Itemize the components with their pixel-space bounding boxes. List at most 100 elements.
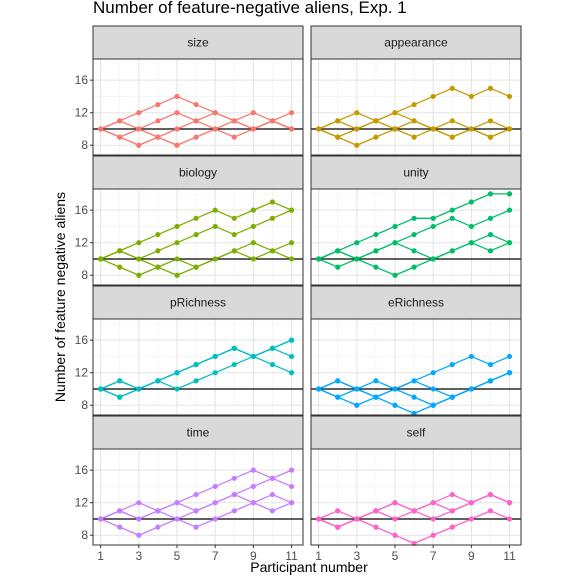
y-tick-label: 8 (81, 268, 88, 282)
data-point (213, 354, 218, 359)
data-point (117, 378, 122, 383)
data-point (354, 516, 359, 521)
data-point (392, 126, 397, 131)
data-point (373, 525, 378, 530)
data-point (335, 378, 340, 383)
data-point (289, 484, 294, 489)
facet-strip-label: eRichness (388, 296, 444, 310)
data-point (251, 240, 256, 245)
data-point (98, 126, 103, 131)
data-point (193, 508, 198, 513)
data-point (232, 216, 237, 221)
data-point (411, 378, 416, 383)
x-tick-label: 1 (97, 549, 104, 563)
data-point (507, 208, 512, 213)
data-point (174, 94, 179, 99)
data-point (155, 508, 160, 513)
panel-background (93, 319, 303, 415)
data-point (213, 256, 218, 261)
data-point (136, 143, 141, 148)
data-point (136, 273, 141, 278)
data-point (155, 378, 160, 383)
data-point (174, 224, 179, 229)
data-point (213, 500, 218, 505)
data-point (270, 362, 275, 367)
data-point (270, 118, 275, 123)
data-point (373, 508, 378, 513)
y-tick-label: 8 (81, 138, 88, 152)
data-point (488, 508, 493, 513)
data-point (469, 386, 474, 391)
data-point (174, 516, 179, 521)
data-point (136, 110, 141, 115)
data-point (392, 273, 397, 278)
data-point (411, 102, 416, 107)
facet-strip-label: unity (403, 166, 428, 180)
data-point (507, 354, 512, 359)
data-point (117, 525, 122, 530)
data-point (174, 256, 179, 261)
data-point (174, 500, 179, 505)
data-point (117, 395, 122, 400)
data-point (232, 232, 237, 237)
data-point (98, 516, 103, 521)
data-point (450, 525, 455, 530)
data-point (392, 516, 397, 521)
data-point (251, 484, 256, 489)
data-point (232, 248, 237, 253)
data-point (98, 256, 103, 261)
data-point (193, 265, 198, 270)
facet-strip-label: self (407, 426, 426, 440)
data-point (354, 110, 359, 115)
data-point (354, 143, 359, 148)
data-point (193, 118, 198, 123)
facet-self: self (311, 416, 521, 546)
x-tick-label: 7 (212, 549, 219, 563)
panel-background (311, 189, 521, 285)
data-point (469, 224, 474, 229)
y-tick-label: 12 (75, 236, 89, 250)
x-tick-label: 7 (430, 549, 437, 563)
data-point (136, 386, 141, 391)
data-point (507, 370, 512, 375)
data-point (251, 224, 256, 229)
data-point (450, 395, 455, 400)
facet-strip-label: time (187, 426, 210, 440)
data-point (335, 525, 340, 530)
y-tick-label: 12 (75, 496, 89, 510)
data-point (289, 208, 294, 213)
data-point (392, 533, 397, 538)
data-point (316, 256, 321, 261)
data-point (507, 126, 512, 131)
data-point (174, 370, 179, 375)
data-point (193, 525, 198, 530)
panel-background (311, 319, 521, 415)
facet-strip-label: size (187, 36, 209, 50)
data-point (431, 516, 436, 521)
data-point (270, 492, 275, 497)
data-point (392, 224, 397, 229)
y-tick-label: 16 (75, 73, 89, 87)
data-point (117, 118, 122, 123)
data-point (174, 240, 179, 245)
data-point (232, 346, 237, 351)
data-point (488, 248, 493, 253)
data-point (392, 386, 397, 391)
data-point (136, 500, 141, 505)
data-point (450, 362, 455, 367)
data-point (251, 126, 256, 131)
data-point (289, 354, 294, 359)
data-point (136, 533, 141, 538)
data-point (411, 508, 416, 513)
data-point (373, 395, 378, 400)
data-point (392, 500, 397, 505)
data-point (232, 362, 237, 367)
data-point (488, 232, 493, 237)
facet-panels: size appearance biology unity pRichness eRich… (93, 26, 521, 546)
data-point (469, 94, 474, 99)
y-tick-label: 8 (81, 528, 88, 542)
data-point (213, 208, 218, 213)
data-point (193, 378, 198, 383)
data-point (354, 126, 359, 131)
